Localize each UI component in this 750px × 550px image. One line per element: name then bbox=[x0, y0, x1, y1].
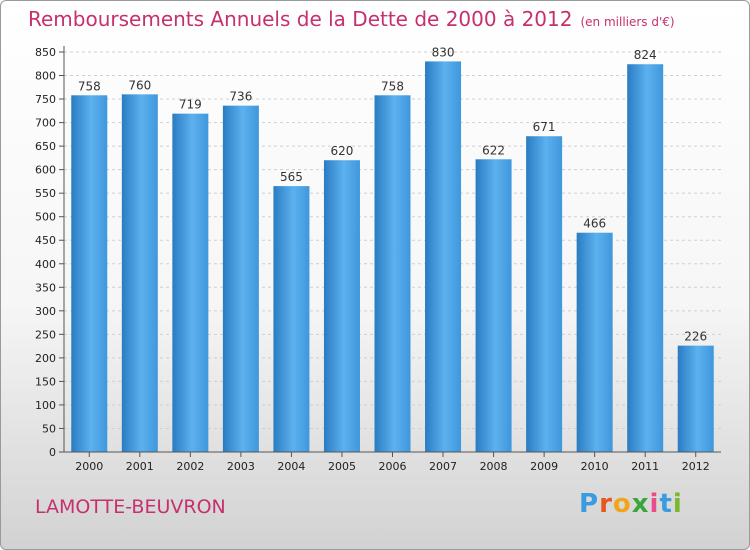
y-tick-label: 350 bbox=[35, 281, 56, 294]
bar bbox=[121, 94, 158, 453]
bar-value-label: 758 bbox=[78, 79, 101, 93]
bars bbox=[71, 61, 714, 453]
y-tick-label: 200 bbox=[35, 352, 56, 365]
x-tick-label: 2001 bbox=[126, 460, 154, 473]
logo-letter: o bbox=[612, 489, 632, 519]
chart-title: Remboursements Annuels de la Dette de 20… bbox=[28, 7, 675, 31]
proxiti-logo: Proxiti bbox=[579, 489, 683, 519]
bar bbox=[425, 61, 462, 452]
bar-value-label: 466 bbox=[583, 217, 606, 231]
bar-value-label: 824 bbox=[634, 48, 657, 62]
bar-value-label: 620 bbox=[331, 144, 354, 158]
bar bbox=[374, 95, 411, 452]
x-tick-label: 2004 bbox=[277, 460, 305, 473]
x-tick-label: 2012 bbox=[682, 460, 710, 473]
logo-letter: r bbox=[599, 489, 613, 519]
labels: 0 50 100 150 200 250 300 350 400 450 500 550 600 650 7… bbox=[35, 45, 710, 473]
bar bbox=[677, 345, 714, 452]
y-tick-label: 600 bbox=[35, 164, 56, 177]
bar-value-label: 565 bbox=[280, 170, 303, 184]
x-tick-label: 2000 bbox=[75, 460, 103, 473]
y-tick-label: 450 bbox=[35, 234, 56, 247]
bar-value-label: 622 bbox=[482, 143, 505, 157]
y-tick-label: 50 bbox=[42, 422, 56, 435]
bar bbox=[475, 159, 512, 452]
x-tick-label: 2008 bbox=[480, 460, 508, 473]
bar-value-label: 830 bbox=[432, 45, 455, 59]
chart-title-text: Remboursements Annuels de la Dette de 20… bbox=[28, 7, 573, 31]
bar-value-label: 719 bbox=[179, 98, 202, 112]
y-tick-label: 850 bbox=[35, 46, 56, 59]
y-tick-label: 100 bbox=[35, 399, 56, 412]
bar-value-label: 760 bbox=[128, 78, 151, 92]
x-tick-label: 2007 bbox=[429, 460, 457, 473]
y-tick-label: 400 bbox=[35, 258, 56, 271]
x-tick-label: 2009 bbox=[530, 460, 558, 473]
bar-value-label: 671 bbox=[533, 120, 556, 134]
y-tick-label: 250 bbox=[35, 328, 56, 341]
logo-letter: P bbox=[579, 489, 600, 519]
y-tick-label: 0 bbox=[49, 446, 56, 459]
bar-value-label: 758 bbox=[381, 79, 404, 93]
x-tick-label: 2002 bbox=[176, 460, 204, 473]
bar bbox=[526, 136, 563, 452]
x-tick-label: 2006 bbox=[379, 460, 407, 473]
bar-value-label: 226 bbox=[684, 330, 707, 344]
bar bbox=[323, 160, 360, 452]
y-tick-label: 650 bbox=[35, 140, 56, 153]
logo-letter: x bbox=[631, 489, 650, 519]
axes bbox=[59, 46, 721, 457]
bar bbox=[273, 186, 310, 452]
y-tick-label: 750 bbox=[35, 93, 56, 106]
bar bbox=[71, 95, 108, 452]
bar bbox=[172, 113, 209, 452]
y-tick-label: 150 bbox=[35, 375, 56, 388]
chart-unit: (en milliers d'€) bbox=[580, 15, 675, 29]
y-tick-label: 550 bbox=[35, 187, 56, 200]
y-tick-label: 700 bbox=[35, 117, 56, 130]
bar bbox=[222, 105, 259, 452]
y-tick-label: 500 bbox=[35, 211, 56, 224]
x-tick-label: 2010 bbox=[581, 460, 609, 473]
logo-letter: i bbox=[672, 489, 683, 519]
logo-letter: t bbox=[659, 489, 673, 519]
bar-value-label: 736 bbox=[229, 90, 252, 104]
y-tick-label: 300 bbox=[35, 305, 56, 318]
x-tick-label: 2011 bbox=[631, 460, 659, 473]
x-tick-label: 2005 bbox=[328, 460, 356, 473]
y-tick-label: 800 bbox=[35, 70, 56, 83]
bar bbox=[627, 64, 664, 452]
commune-name: LAMOTTE-BEUVRON bbox=[35, 496, 226, 518]
x-tick-label: 2003 bbox=[227, 460, 255, 473]
logo-letter: i bbox=[649, 489, 660, 519]
bar bbox=[576, 232, 613, 452]
